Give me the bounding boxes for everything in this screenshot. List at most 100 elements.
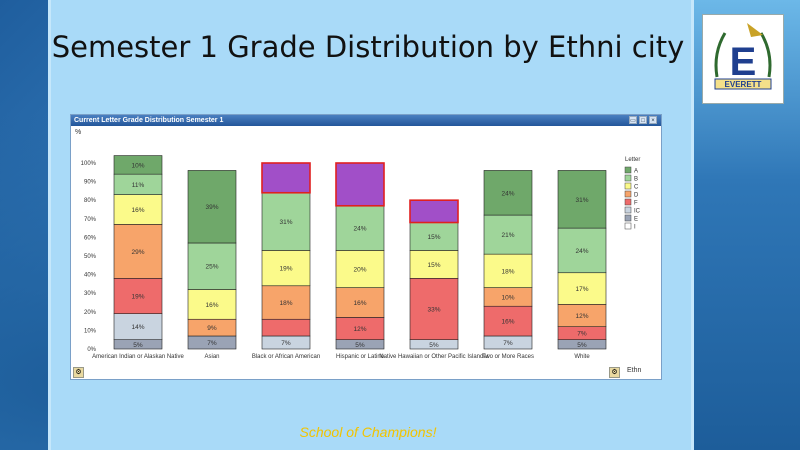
bar-segment [335,205,385,251]
data-label: 5% [355,342,365,349]
data-label: 7% [577,331,587,338]
data-label: 14% [131,324,144,331]
x-tick-label: Native Hawaiian or Other Pacific Islande… [379,354,488,360]
data-label: 33% [427,307,440,314]
settings-icon-right[interactable]: ⚙ [609,367,620,378]
data-label: 12% [353,326,366,333]
legend-label: D [634,193,639,199]
x-tick-label: Two or More Races [482,354,534,360]
y-tick-label: 70% [84,217,97,223]
legend-swatch [624,174,632,182]
y-tick-label: 40% [84,273,97,279]
bar-segment [557,170,607,229]
bar-segment [557,272,607,305]
data-label: 7% [207,340,217,347]
legend-label: B [634,177,638,183]
y-tick-label: 80% [84,198,97,204]
x-tick-label: Hispanic or Latino [336,354,385,360]
logo-letter: E [730,40,757,84]
bar-segment [113,278,163,314]
y-tick-label: 0% [87,347,96,353]
legend-label: E [634,217,638,223]
data-label: 25% [205,264,218,271]
legend-swatch [624,166,632,174]
x-tick-label: American Indian or Alaskan Native [92,354,184,360]
settings-icon[interactable]: ⚙ [73,367,84,378]
data-label: 9% [207,325,217,332]
bar-segment [483,253,533,288]
data-label: 16% [501,319,514,326]
maximize-icon[interactable]: □ [639,116,647,124]
data-label: 7% [503,340,513,347]
y-tick-label: 50% [84,254,97,260]
school-logo: E EVERETT [702,14,784,104]
bar-segment [409,199,459,224]
legend-swatch [624,190,632,198]
window-controls: ▭ □ × [629,116,657,124]
bar-segment [335,250,385,288]
chart-window: Current Letter Grade Distribution Semest… [70,114,662,380]
data-label: 24% [501,190,514,197]
legend-swatch [624,214,632,222]
chart-window-title: Current Letter Grade Distribution Semest… [74,117,224,124]
data-label: 11% [132,182,145,189]
legend-label: IC [634,209,641,215]
chart-window-titlebar: Current Letter Grade Distribution Semest… [71,115,661,126]
y-tick-label: 10% [84,328,97,334]
legend-label: C [634,185,639,191]
data-label: 18% [501,268,514,275]
bar-segment [187,289,237,320]
legend-title: Letter [625,157,640,163]
data-label: 31% [279,219,292,226]
stacked-bar-chart: 0% 10% 20% 30% 40% 50% 60% 70% 80% 90% 100% 5% 14% 19… [81,155,641,360]
legend-label: I [634,225,636,231]
data-label: 19% [131,293,144,300]
data-label: 17% [575,286,588,293]
bar-segment [261,162,311,194]
bar-segment [113,194,163,225]
y-tick-label: 20% [84,310,97,316]
y-tick-label: 30% [84,291,97,297]
close-icon[interactable]: × [649,116,657,124]
data-label: 16% [131,207,144,214]
data-label: 19% [279,266,292,273]
bar-segment [113,224,163,279]
y-tick-label: 100% [81,161,97,167]
data-label: 5% [429,342,439,349]
footer-field-label: Ethn [627,367,642,374]
bar-segment [409,222,459,251]
data-label: 5% [133,342,143,349]
bar-segment [113,155,163,175]
bar-segment [261,318,311,337]
data-label: 10% [131,162,144,169]
data-label: 24% [575,248,588,255]
bar-segment [261,250,311,287]
bar-segment [409,250,459,279]
data-label: 24% [353,226,366,233]
data-label: 7% [281,340,291,347]
y-tick-label: 90% [84,180,97,186]
bar-segment [335,287,385,318]
bar-segment [187,242,237,290]
x-tick-label: Black or African American [252,354,320,360]
x-tick-label: Asian [204,354,219,360]
bar-segment [557,227,607,274]
data-label: 15% [427,234,440,241]
bar-segment [113,313,163,341]
y-tick-label: 60% [84,235,97,241]
data-label: 39% [205,204,218,211]
slide-tagline: School of Champions! [299,424,437,440]
legend-swatch [624,222,632,230]
x-tick-label: White [574,354,590,360]
data-label: 15% [427,262,440,269]
legend-label: A [634,169,638,175]
export-icon[interactable]: ▭ [629,116,637,124]
legend-swatch [624,206,632,214]
legend-swatch [624,182,632,190]
data-label: 29% [131,249,144,256]
logo-banner-text: EVERETT [725,80,762,89]
data-label: 16% [205,302,218,309]
data-label: 16% [353,300,366,307]
bar-segment [187,170,237,244]
data-label: 20% [353,267,366,274]
